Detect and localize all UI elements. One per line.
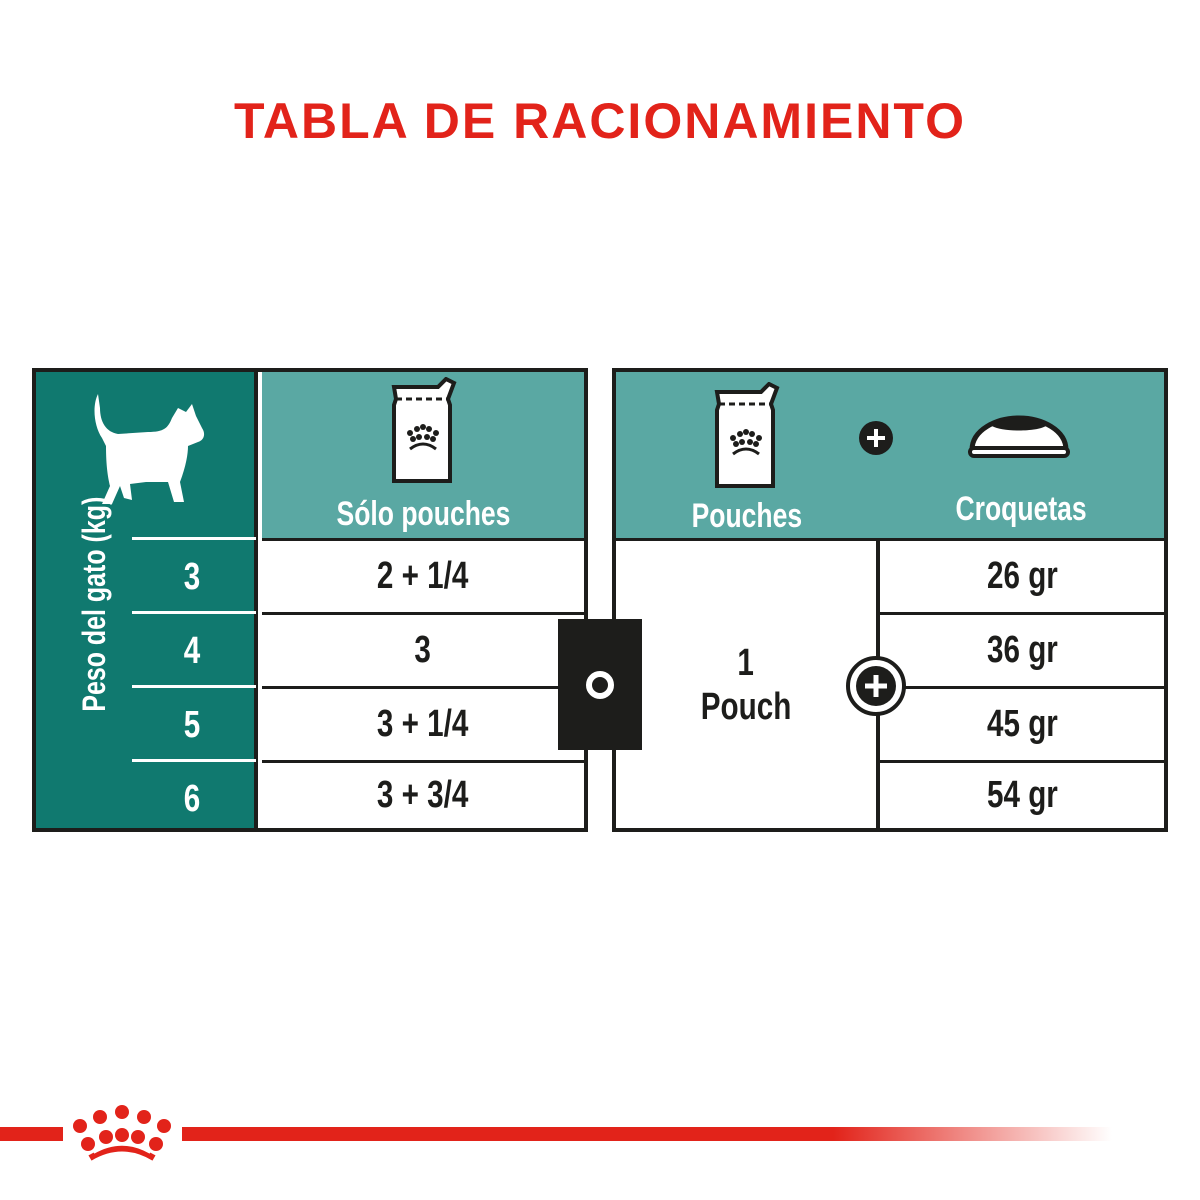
divider xyxy=(132,759,256,762)
pouch-row-4: 3 xyxy=(262,612,584,686)
croquetas-row-5: 45 gr xyxy=(880,686,1164,760)
pouch-icon xyxy=(714,381,780,488)
croquetas-row-4: 36 gr xyxy=(880,612,1164,686)
weight-3: 3 xyxy=(183,556,201,598)
pouch-row-5: 3 + 1/4 xyxy=(262,686,584,760)
bowl-icon xyxy=(968,415,1070,458)
croquetas-row-6: 54 gr xyxy=(880,760,1164,828)
page-title: TABLA DE RACIONAMIENTO xyxy=(234,93,966,149)
divider xyxy=(132,685,256,688)
header-mixed xyxy=(616,372,1164,538)
plus-icon xyxy=(859,421,893,455)
divider xyxy=(132,611,256,614)
pouch-icon xyxy=(391,376,457,483)
pouch-merged-cell: 1 Pouch xyxy=(616,538,880,828)
croquetas-row-3: 26 gr xyxy=(880,538,1164,612)
left-table: Peso del gato (kg) 3 4 5 6 Sólo pouches … xyxy=(32,368,588,832)
weight-axis-label: Peso del gato (kg) xyxy=(76,496,112,712)
weight-4: 4 xyxy=(183,630,201,672)
header-solo-pouches: Sólo pouches xyxy=(262,372,584,538)
pouch-row-3: 2 + 1/4 xyxy=(262,538,584,612)
or-separator: o xyxy=(558,619,642,750)
footer-bar-right xyxy=(182,1127,1112,1141)
weight-6: 6 xyxy=(183,778,201,820)
royal-canin-crown-logo xyxy=(73,1105,171,1161)
weight-5: 5 xyxy=(183,704,201,746)
divider xyxy=(132,537,256,540)
header-pouches: Pouches xyxy=(676,381,816,536)
pouch-row-6: 3 + 3/4 xyxy=(262,760,584,828)
header-croquetas: Croquetas xyxy=(955,490,1087,528)
right-table: Pouches Croquetas 1 Pouch 26 gr 36 gr 45… xyxy=(612,368,1168,832)
cat-icon xyxy=(94,394,205,504)
footer-bar-left xyxy=(0,1127,63,1141)
plus-icon xyxy=(846,656,906,716)
or-circle-icon xyxy=(586,670,614,699)
